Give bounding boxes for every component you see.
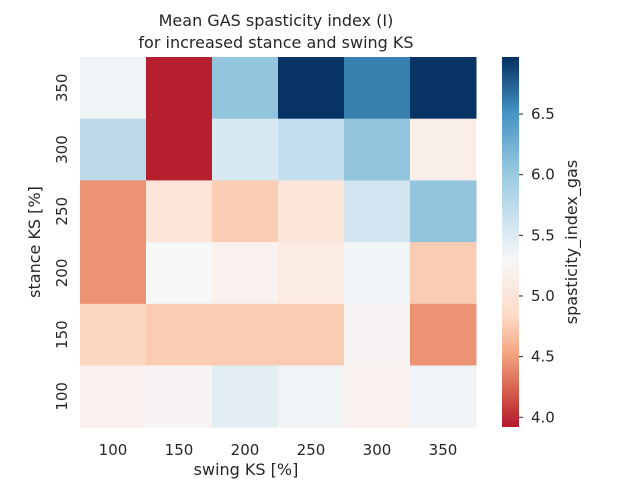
x-tick-labels: 100 150 200 250 300 350: [99, 441, 458, 459]
chart-title: Mean GAS spasticity index (I): [159, 11, 394, 30]
heatmap-cells: [80, 57, 477, 428]
heatmap-cell: [344, 365, 411, 428]
chart-subtitle: for increased stance and swing KS: [138, 33, 413, 52]
colorbar-tick-label: 5.0: [531, 287, 555, 305]
heatmap-cell: [212, 57, 279, 120]
colorbar-tick-label: 6.5: [531, 105, 555, 123]
heatmap-cell: [146, 242, 213, 305]
heatmap-cell: [278, 303, 345, 366]
colorbar-label: spasticity_index_gas: [562, 160, 582, 324]
y-tick-label: 300: [53, 135, 71, 164]
heatmap-cell: [146, 57, 213, 120]
heatmap-cell: [212, 118, 279, 181]
heatmap-cell: [344, 303, 411, 366]
heatmap-cell: [212, 303, 279, 366]
colorbar-tick-label: 4.0: [531, 408, 555, 426]
x-axis-label: swing KS [%]: [194, 460, 299, 479]
x-tick-label: 250: [297, 441, 326, 459]
heatmap-cell: [212, 242, 279, 305]
heatmap-cell: [80, 118, 147, 181]
heatmap-cell: [80, 180, 147, 243]
y-tick-labels: 350 300 250 200 150 100: [53, 74, 71, 411]
heatmap-cell: [146, 180, 213, 243]
heatmap-cell: [212, 365, 279, 428]
y-tick-label: 350: [53, 74, 71, 103]
colorbar-tick-label: 4.5: [531, 348, 555, 366]
y-tick-label: 200: [53, 259, 71, 288]
heatmap-cell: [80, 57, 147, 120]
heatmap-cell: [410, 57, 477, 120]
heatmap-cell: [146, 303, 213, 366]
x-tick-label: 200: [231, 441, 260, 459]
heatmap-cell: [410, 180, 477, 243]
heatmap-cell: [344, 57, 411, 120]
colorbar-ticks: 4.0 4.5 5.0 5.5 6.0 6.5: [519, 105, 555, 426]
colorbar-tick-label: 6.0: [531, 166, 555, 184]
x-tick-label: 300: [363, 441, 392, 459]
heatmap-cell: [410, 365, 477, 428]
heatmap-cell: [344, 180, 411, 243]
heatmap-cell: [410, 118, 477, 181]
y-tick-label: 100: [53, 382, 71, 411]
heatmap-cell: [146, 118, 213, 181]
heatmap-cell: [146, 365, 213, 428]
heatmap-cell: [278, 57, 345, 120]
heatmap-cell: [278, 118, 345, 181]
heatmap-cell: [80, 365, 147, 428]
y-tick-label: 150: [53, 320, 71, 349]
y-axis-label: stance KS [%]: [25, 186, 44, 298]
heatmap-cell: [410, 242, 477, 305]
heatmap-cell: [212, 180, 279, 243]
heatmap-cell: [344, 242, 411, 305]
heatmap-cell: [278, 365, 345, 428]
heatmap-cell: [344, 118, 411, 181]
x-tick-label: 100: [99, 441, 128, 459]
heatmap-cell: [80, 303, 147, 366]
heatmap-cell: [278, 242, 345, 305]
x-tick-label: 350: [429, 441, 458, 459]
x-tick-label: 150: [165, 441, 194, 459]
colorbar-tick-label: 5.5: [531, 226, 555, 244]
heatmap-cell: [278, 180, 345, 243]
colorbar: [502, 57, 519, 427]
heatmap-cell: [80, 242, 147, 305]
heatmap-cell: [410, 303, 477, 366]
y-tick-label: 250: [53, 197, 71, 226]
